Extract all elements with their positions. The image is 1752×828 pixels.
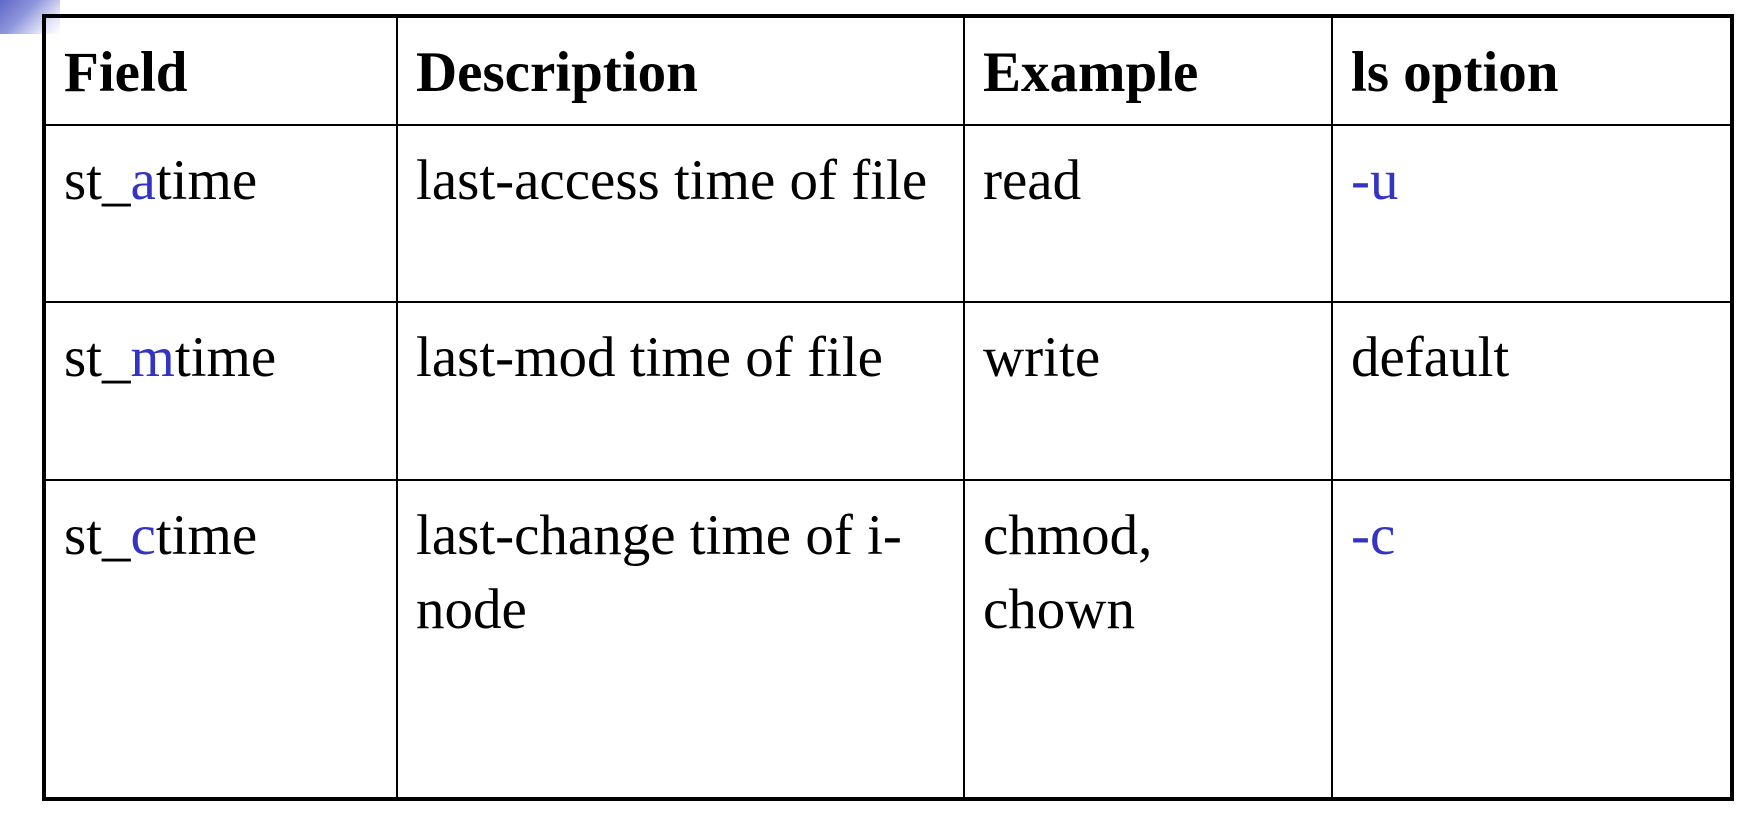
field-accent-letter: c — [130, 503, 156, 567]
header-ls-option: ls option — [1331, 15, 1733, 126]
table-container: Field Description Example ls option st_a… — [42, 14, 1734, 801]
header-example: Example — [963, 15, 1333, 126]
table-row: st_atime last-access time of file read -… — [43, 123, 1733, 304]
field-cell: st_ctime — [43, 478, 398, 801]
header-row: Field Description Example ls option — [43, 15, 1733, 126]
ls-option-cell: -c — [1331, 478, 1733, 801]
example-cell: chmod, chown — [963, 478, 1333, 801]
table-row: st_mtime last-mod time of file write def… — [43, 301, 1733, 481]
file-times-table: Field Description Example ls option st_a… — [42, 14, 1734, 801]
example-cell: write — [963, 301, 1333, 481]
description-cell: last-access time of file — [396, 123, 965, 304]
header-field: Field — [43, 15, 398, 126]
field-prefix: st_ — [64, 149, 131, 212]
field-cell: st_mtime — [43, 301, 398, 481]
field-cell: st_atime — [43, 123, 398, 304]
ls-option-cell: -u — [1331, 123, 1733, 304]
field-suffix: time — [155, 503, 258, 567]
field-prefix: st_ — [64, 326, 131, 390]
example-cell: read — [963, 123, 1333, 304]
description-cell: last-mod time of file — [396, 301, 965, 481]
field-suffix: time — [155, 149, 258, 212]
field-accent-letter: a — [130, 149, 156, 212]
description-cell: last-change time of i-node — [396, 478, 965, 801]
field-accent-letter: m — [130, 326, 175, 390]
ls-option-cell: default — [1331, 301, 1733, 481]
field-suffix: time — [174, 326, 277, 390]
table-row: st_ctime last-change time of i-node chmo… — [43, 478, 1733, 801]
header-description: Description — [396, 15, 965, 126]
field-prefix: st_ — [64, 503, 131, 567]
